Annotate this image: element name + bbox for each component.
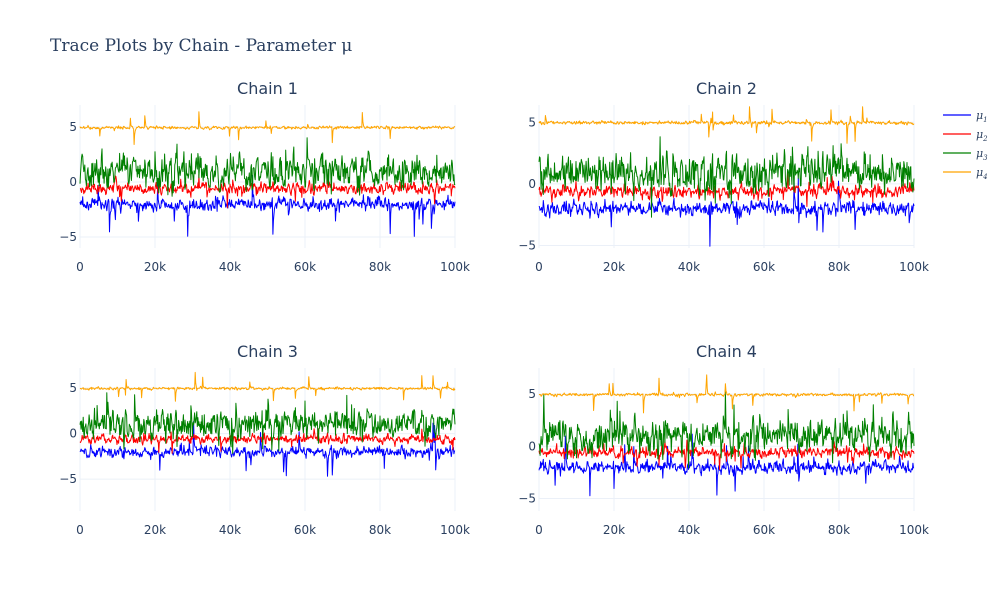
x-tick-label: 80k — [828, 523, 850, 537]
y-tick-label: −5 — [59, 230, 77, 244]
x-tick-label: 100k — [440, 523, 470, 537]
panel-chain-2: 0 20k 40k 60k 80k 100k −5 0 5 Chain 2 — [518, 79, 929, 274]
trace-μ4-chain-4 — [538, 374, 914, 414]
x-tick-label: 0 — [76, 523, 84, 537]
trace-μ3-chain-1 — [79, 137, 456, 197]
y-tick-label: −5 — [518, 239, 536, 253]
trace-μ1-chain-3 — [79, 421, 456, 477]
x-tick-label: 0 — [535, 260, 543, 274]
legend-label-base: μ — [976, 128, 983, 141]
x-tick-label: 80k — [828, 260, 850, 274]
x-tick-label: 100k — [899, 260, 929, 274]
subplot-title: Chain 3 — [237, 342, 298, 361]
y-tick-label: 0 — [69, 427, 77, 441]
y-tick-label: 5 — [528, 115, 536, 129]
trace-μ1-chain-2 — [538, 177, 915, 247]
panel-chain-3: 0 20k 40k 60k 80k 100k −5 0 5 Chain 3 — [59, 342, 470, 537]
y-tick-label: 5 — [528, 387, 536, 401]
trace-μ1-chain-1 — [79, 174, 456, 237]
x-tick-label: 40k — [678, 523, 700, 537]
legend-item-μ3[interactable]: μ3 — [943, 147, 988, 162]
legend-label: μ1 — [976, 109, 988, 124]
y-tick-label: −5 — [518, 491, 536, 505]
trace-μ3-chain-2 — [538, 136, 915, 218]
x-tick-label: 80k — [369, 260, 391, 274]
legend-label-base: μ — [976, 166, 983, 179]
legend-label-base: μ — [976, 147, 983, 160]
x-tick-label: 40k — [219, 523, 241, 537]
figure-title: Trace Plots by Chain - Parameter μ — [50, 36, 352, 56]
y-tick-label: 5 — [69, 381, 77, 395]
panels: 0 20k 40k 60k 80k 100k −5 0 5 Chain 1 0 20k 40k 60k 80… — [59, 79, 929, 537]
x-tick-label: 60k — [753, 260, 775, 274]
trace-μ4-chain-2 — [538, 106, 915, 144]
y-tick-label: 0 — [528, 177, 536, 191]
legend-item-μ2[interactable]: μ2 — [943, 128, 988, 143]
x-tick-label: 40k — [678, 260, 700, 274]
y-tick-label: 5 — [69, 120, 77, 134]
y-tick-label: −5 — [59, 472, 77, 486]
x-tick-label: 60k — [294, 523, 316, 537]
legend-label-base: μ — [976, 109, 983, 122]
legend-label-subscript: 3 — [983, 154, 988, 162]
x-tick-label: 0 — [535, 523, 543, 537]
panel-chain-1: 0 20k 40k 60k 80k 100k −5 0 5 Chain 1 — [59, 79, 470, 274]
x-tick-label: 0 — [76, 260, 84, 274]
x-tick-label: 60k — [753, 523, 775, 537]
subplot-title: Chain 2 — [696, 79, 757, 98]
trace-μ4-chain-1 — [79, 111, 456, 145]
subplot-title: Chain 1 — [237, 79, 298, 98]
trace-μ1-chain-4 — [538, 433, 915, 497]
trace-μ3-chain-4 — [538, 389, 915, 469]
trace-μ2-chain-2 — [538, 171, 915, 207]
legend-item-μ1[interactable]: μ1 — [943, 109, 988, 124]
x-tick-label: 20k — [144, 260, 166, 274]
legend-label-subscript: 2 — [982, 135, 988, 143]
trace-μ3-chain-3 — [79, 392, 456, 454]
y-tick-label: 0 — [528, 439, 536, 453]
x-tick-label: 100k — [899, 523, 929, 537]
legend-label: μ2 — [976, 128, 988, 143]
legend-label: μ4 — [976, 166, 988, 181]
x-tick-label: 20k — [603, 260, 625, 274]
trace-μ4-chain-3 — [79, 371, 456, 402]
y-tick-label: 0 — [69, 175, 77, 189]
x-tick-label: 20k — [603, 523, 625, 537]
legend-label-subscript: 4 — [982, 173, 987, 181]
subplot-title: Chain 4 — [696, 342, 757, 361]
legend-label-subscript: 1 — [983, 116, 987, 124]
legend-item-μ4[interactable]: μ4 — [943, 166, 988, 181]
x-tick-label: 100k — [440, 260, 470, 274]
panel-chain-4: 0 20k 40k 60k 80k 100k −5 0 5 Chain 4 — [518, 342, 929, 537]
x-tick-label: 40k — [219, 260, 241, 274]
x-tick-label: 80k — [369, 523, 391, 537]
trace-μ2-chain-4 — [538, 439, 915, 471]
legend-label: μ3 — [976, 147, 988, 162]
x-tick-label: 60k — [294, 260, 316, 274]
trace-μ2-chain-3 — [79, 428, 456, 454]
x-tick-label: 20k — [144, 523, 166, 537]
trace-μ2-chain-1 — [79, 173, 456, 209]
